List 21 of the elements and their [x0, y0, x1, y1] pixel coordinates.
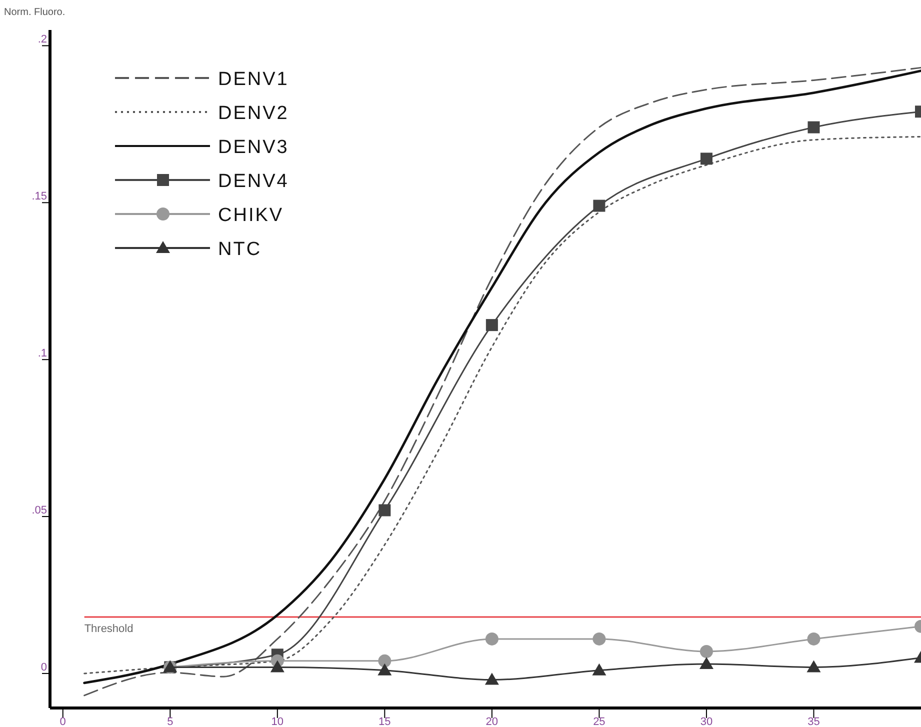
legend-label: DENV3: [218, 137, 289, 158]
y-tick-label: .15: [32, 190, 47, 203]
x-tick-label: 25: [593, 716, 606, 727]
x-tick-label: 20: [486, 716, 498, 727]
y-tick-label: 0: [40, 661, 47, 674]
y-axis-title: Norm. Fluoro.: [4, 7, 66, 18]
x-tick-label: 30: [700, 716, 713, 727]
legend-label: DENV4: [218, 171, 289, 192]
legend-label: DENV2: [218, 103, 289, 124]
legend-label: CHIKV: [218, 205, 284, 226]
ref-line-label: Threshold: [84, 622, 134, 635]
y-tick-label: .05: [32, 504, 47, 517]
y-tick-label: .2: [38, 34, 47, 46]
x-tick-label: 10: [271, 716, 284, 727]
x-tick-label: 0: [60, 716, 66, 727]
legend-label: DENV1: [218, 69, 289, 90]
x-tick-label: 5: [167, 716, 174, 727]
y-tick-label: .1: [38, 348, 47, 360]
legend-label: NTC: [218, 239, 262, 260]
x-tick-label: 15: [378, 716, 391, 727]
x-tick-label: 35: [808, 716, 820, 727]
